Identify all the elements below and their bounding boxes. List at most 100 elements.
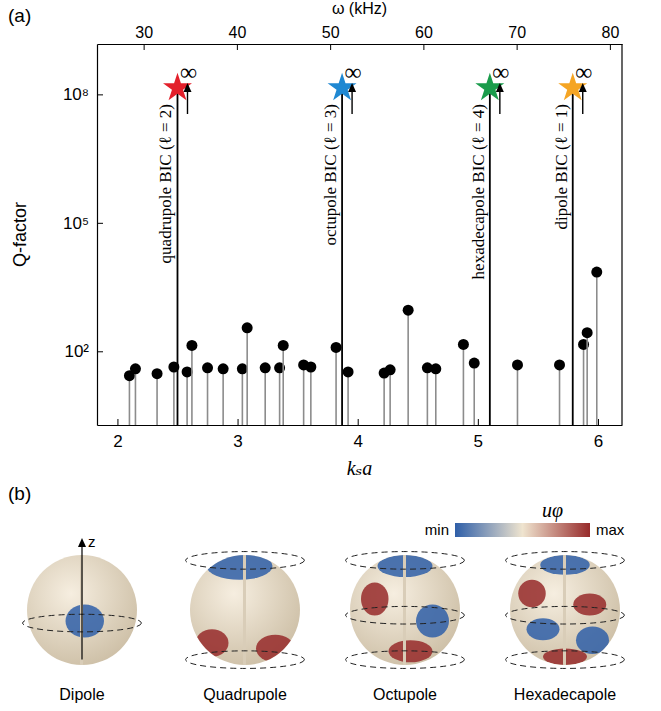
x2-tick-mark: [144, 44, 145, 50]
x-tick-mark: [478, 419, 479, 425]
x-tick: 2: [113, 419, 122, 451]
field-patch: [518, 580, 546, 608]
bic-infinity: ∞: [492, 59, 509, 85]
field-patch: [361, 583, 389, 616]
stem: [246, 328, 248, 425]
stem: [427, 368, 429, 425]
field-patch: [416, 605, 449, 638]
stem: [242, 369, 244, 425]
stem-marker: [202, 362, 213, 373]
stem-marker: [512, 359, 523, 370]
stem: [463, 344, 465, 425]
stem: [279, 368, 281, 425]
x2-tick: 40: [228, 24, 246, 50]
field-patch: [207, 552, 273, 580]
panel-label: (a): [8, 5, 31, 26]
x2-tick-mark: [610, 44, 611, 50]
x2-tick-mark: [423, 44, 424, 50]
bic-label: quadrupole BIC (ℓ = 2): [156, 104, 175, 263]
y-axis-line: [97, 45, 98, 426]
stem: [473, 363, 475, 425]
stem-marker: [430, 363, 441, 374]
stem: [435, 369, 437, 425]
x2-tick-label: 30: [135, 24, 153, 41]
y-tick: 10²: [64, 342, 103, 361]
y-tick-label: 10²: [64, 342, 89, 361]
ring-arrow: [186, 651, 305, 669]
y-tick-label: 10⁸: [63, 85, 89, 104]
x2-tick: 70: [508, 24, 526, 50]
colorbar-min: min: [425, 521, 449, 538]
x2-axis-title: ω (kHz): [332, 0, 387, 17]
stem: [156, 374, 158, 425]
x-axis-line: [98, 425, 623, 426]
stem-marker: [582, 327, 593, 338]
z-axis-head: [78, 538, 86, 547]
x-tick-label: 6: [594, 432, 603, 451]
mode-label: Dipole: [59, 686, 104, 703]
x2-tick-label: 70: [508, 24, 526, 41]
x-tick-label: 3: [233, 432, 242, 451]
x-tick-mark: [358, 419, 359, 425]
field-patch: [527, 618, 560, 640]
z-axis: [81, 541, 82, 660]
y-tick-mark: [97, 351, 103, 352]
stem: [559, 365, 561, 425]
stem: [207, 368, 209, 425]
stem: [191, 345, 193, 425]
stem-marker: [469, 358, 480, 369]
stem-marker: [130, 363, 141, 374]
stem: [596, 272, 598, 425]
mode-label: Quadrupole: [203, 686, 287, 703]
mode-shape: z: [23, 533, 142, 665]
stem-marker: [385, 364, 396, 375]
y-axis-title: Q-factor: [10, 202, 30, 267]
bic-infinity: ∞: [575, 59, 592, 85]
z-axis-label: z: [88, 533, 96, 550]
stem: [282, 345, 284, 425]
sphere: [190, 555, 300, 665]
stem-marker: [218, 363, 229, 374]
stem: [222, 369, 224, 425]
x-tick: 3: [233, 419, 242, 451]
stem-marker: [186, 340, 197, 351]
sphere: [510, 555, 620, 665]
cutaway: [243, 555, 246, 665]
stem: [303, 365, 305, 425]
x2-tick-label: 40: [228, 24, 246, 41]
y-tick: 10⁵: [63, 214, 103, 233]
plot-area: [124, 73, 602, 425]
stem: [186, 372, 188, 425]
bic-line: [341, 88, 343, 425]
bic-line: [177, 88, 179, 425]
x-tick-mark: [238, 419, 239, 425]
stem: [135, 369, 137, 425]
y-tick-mark: [97, 94, 103, 95]
cutaway: [403, 555, 406, 665]
x2-tick-mark: [330, 44, 331, 50]
sphere-patches: [66, 555, 105, 665]
colorbar-max: max: [596, 521, 625, 538]
x-tick-mark: [598, 419, 599, 425]
stem-marker: [331, 342, 342, 353]
x-axis-title: kₛa: [347, 457, 373, 479]
field-patch: [66, 605, 105, 638]
x-tick: 4: [353, 419, 362, 451]
ring-arrow: [346, 651, 465, 669]
frame-right: [621, 44, 622, 425]
stem-marker: [152, 368, 163, 379]
field-patch: [573, 594, 606, 616]
y-axis: 10² 10⁵ 10⁸: [63, 45, 103, 426]
mode-label: Hexadecapole: [514, 686, 616, 703]
y-tick: 10⁸: [63, 85, 103, 104]
bic-line: [572, 88, 574, 425]
bic-label: octupole BIC (ℓ = 3): [321, 104, 340, 245]
stem-marker: [237, 363, 248, 374]
x2-tick: 50: [322, 24, 340, 50]
ring-arrow: [346, 552, 465, 570]
stem-marker: [305, 361, 316, 372]
ring-arrow: [186, 552, 305, 570]
x-tick-mark: [117, 419, 118, 425]
x2-tick-label: 50: [322, 24, 340, 41]
bic-infinity: ∞: [180, 59, 197, 85]
